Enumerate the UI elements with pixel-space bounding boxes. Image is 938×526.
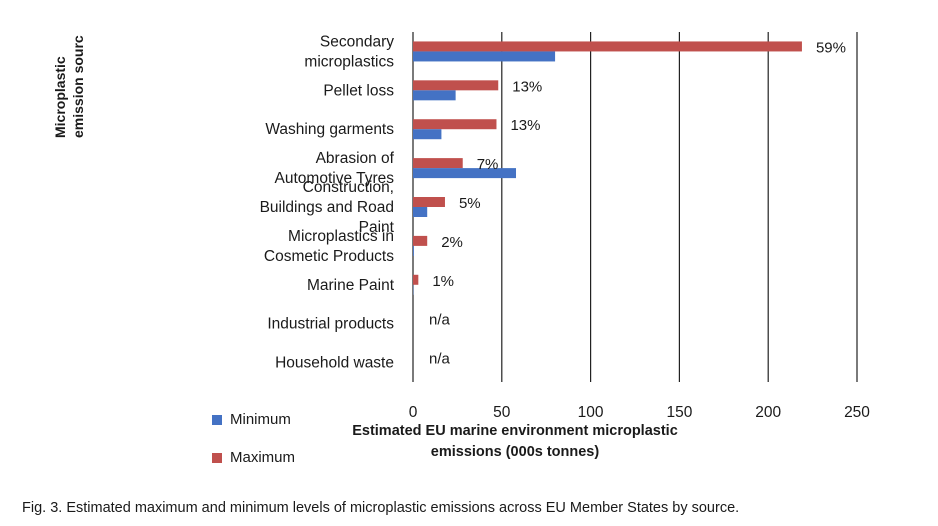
legend-label-minimum: Minimum — [230, 411, 291, 428]
data-label-construction: 5% — [459, 195, 481, 212]
category-label-marine-paint-line-1: Marine Paint — [307, 277, 395, 294]
data-label-cosmetics: 2% — [441, 234, 463, 251]
data-label-industrial-products: n/a — [429, 312, 451, 329]
x-tick-label-50: 50 — [493, 404, 511, 421]
category-label-pellet-loss-line-1: Pellet loss — [323, 82, 394, 99]
data-label-tyres: 7% — [477, 156, 499, 173]
category-label-construction-line-3: Paint — [359, 219, 395, 236]
x-axis-title-line-1: Estimated EU marine environment micropla… — [352, 423, 678, 439]
data-label-household-waste: n/a — [429, 351, 451, 368]
data-label-marine-paint: 1% — [432, 273, 454, 290]
category-label-industrial-products-line-1: Industrial products — [267, 316, 394, 333]
category-label-cosmetics-line-2: Cosmetic Products — [264, 248, 394, 265]
bar-minimum-secondary-microplastics — [413, 51, 556, 62]
figure-caption: Fig. 3. Estimated maximum and minimum le… — [22, 500, 740, 516]
bar-maximum-washing-garments — [413, 119, 497, 130]
bar-maximum-pellet-loss — [413, 80, 499, 91]
x-axis-title: Estimated EU marine environment micropla… — [330, 421, 700, 463]
x-tick-label-0: 0 — [409, 404, 418, 421]
category-label-household-waste-line-1: Household waste — [275, 355, 394, 372]
bar-maximum-tyres — [413, 158, 463, 169]
category-label-construction-line-2: Buildings and Road — [260, 199, 394, 216]
legend-swatch-minimum — [212, 415, 222, 425]
bar-minimum-construction — [413, 207, 428, 217]
bar-maximum-marine-paint — [413, 274, 419, 285]
category-label-cosmetics-line-1: Microplastics in — [288, 228, 394, 245]
data-label-washing-garments: 13% — [510, 117, 540, 134]
data-label-secondary-microplastics: 59% — [816, 39, 846, 56]
bar-minimum-washing-garments — [413, 129, 442, 140]
data-label-pellet-loss: 13% — [512, 78, 542, 95]
bar-minimum-tyres — [413, 168, 517, 179]
legend-label-maximum: Maximum — [230, 449, 296, 466]
bar-minimum-cosmetics — [413, 245, 414, 256]
x-tick-label-100: 100 — [578, 404, 604, 421]
x-axis-title-line-2: emissions (000s tonnes) — [430, 444, 600, 460]
bar-minimum-pellet-loss — [413, 90, 456, 101]
category-label-washing-garments-line-1: Washing garments — [265, 121, 394, 138]
category-label-construction-line-1: Construction, — [303, 179, 394, 196]
bar-maximum-secondary-microplastics — [413, 41, 802, 52]
category-label-tyres-line-1: Abrasion of — [316, 150, 395, 167]
category-label-secondary-microplastics-line-1: Secondary — [320, 33, 394, 50]
category-label-secondary-microplastics-line-2: microplastics — [304, 53, 394, 70]
x-tick-label-150: 150 — [666, 404, 692, 421]
bar-maximum-cosmetics — [413, 235, 428, 246]
x-tick-label-250: 250 — [844, 404, 870, 421]
category-label-tyres-line-2: Automotive Tyres — [275, 170, 395, 187]
x-tick-label-200: 200 — [755, 404, 781, 421]
legend-swatch-maximum — [212, 453, 222, 463]
bar-maximum-construction — [413, 197, 445, 207]
